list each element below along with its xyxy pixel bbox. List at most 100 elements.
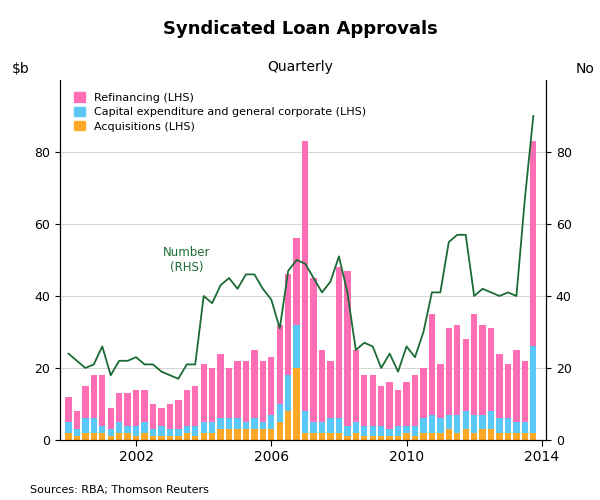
Bar (378, 436, 385, 440)
Bar (479, 415, 486, 429)
Bar (133, 390, 139, 426)
Bar (395, 426, 401, 436)
Bar (293, 368, 300, 440)
Bar (142, 433, 148, 440)
Bar (522, 422, 528, 433)
Bar (505, 433, 511, 440)
Text: Number
(RHS): Number (RHS) (163, 246, 211, 274)
Bar (217, 354, 224, 418)
Bar (285, 375, 292, 411)
Bar (91, 375, 97, 418)
Bar (124, 433, 131, 440)
Bar (386, 382, 393, 429)
Bar (158, 436, 164, 440)
Bar (403, 433, 410, 440)
Bar (192, 436, 199, 440)
Bar (167, 404, 173, 429)
Bar (217, 429, 224, 440)
Bar (310, 422, 317, 433)
Bar (133, 426, 139, 436)
Bar (310, 433, 317, 440)
Bar (403, 426, 410, 433)
Bar (471, 433, 478, 440)
Bar (142, 422, 148, 433)
Bar (361, 375, 367, 426)
Bar (353, 433, 359, 440)
Bar (319, 422, 325, 433)
Bar (133, 436, 139, 440)
Bar (505, 418, 511, 433)
Bar (226, 429, 232, 440)
Bar (268, 357, 274, 415)
Bar (235, 418, 241, 429)
Bar (513, 350, 520, 422)
Bar (437, 364, 443, 418)
Bar (302, 411, 308, 433)
Bar (336, 267, 342, 418)
Bar (522, 433, 528, 440)
Bar (328, 361, 334, 418)
Bar (361, 436, 367, 440)
Bar (496, 418, 503, 433)
Bar (463, 429, 469, 440)
Bar (454, 325, 460, 415)
Bar (319, 350, 325, 422)
Bar (370, 426, 376, 436)
Bar (488, 429, 494, 440)
Bar (82, 386, 89, 418)
Bar (74, 436, 80, 440)
Bar (522, 361, 528, 422)
Bar (150, 404, 156, 429)
Bar (386, 436, 393, 440)
Bar (107, 436, 114, 440)
Bar (403, 382, 410, 426)
Bar (429, 314, 435, 415)
Bar (167, 436, 173, 440)
Bar (420, 368, 427, 418)
Bar (260, 422, 266, 429)
Bar (336, 418, 342, 433)
Bar (107, 429, 114, 436)
Bar (446, 415, 452, 429)
Bar (328, 433, 334, 440)
Bar (496, 354, 503, 418)
Bar (184, 390, 190, 426)
Bar (412, 436, 418, 440)
Bar (336, 433, 342, 440)
Bar (344, 436, 350, 440)
Bar (99, 433, 106, 440)
Bar (184, 433, 190, 440)
Bar (479, 429, 486, 440)
Bar (429, 415, 435, 433)
Bar (386, 429, 393, 436)
Bar (437, 433, 443, 440)
Bar (412, 426, 418, 436)
Bar (420, 433, 427, 440)
Bar (116, 422, 122, 433)
Bar (310, 278, 317, 422)
Bar (74, 429, 80, 436)
Bar (463, 411, 469, 429)
Bar (124, 393, 131, 426)
Bar (74, 411, 80, 429)
Bar (175, 436, 182, 440)
Bar (505, 364, 511, 418)
Bar (488, 328, 494, 411)
Bar (82, 433, 89, 440)
Bar (251, 350, 257, 418)
Bar (454, 433, 460, 440)
Bar (251, 429, 257, 440)
Bar (65, 422, 71, 433)
Bar (251, 418, 257, 429)
Bar (378, 386, 385, 426)
Bar (454, 415, 460, 433)
Bar (395, 436, 401, 440)
Bar (91, 433, 97, 440)
Bar (463, 339, 469, 411)
Bar (243, 422, 249, 429)
Bar (420, 418, 427, 433)
Bar (429, 433, 435, 440)
Bar (361, 426, 367, 436)
Text: $b: $b (11, 62, 29, 76)
Bar (446, 429, 452, 440)
